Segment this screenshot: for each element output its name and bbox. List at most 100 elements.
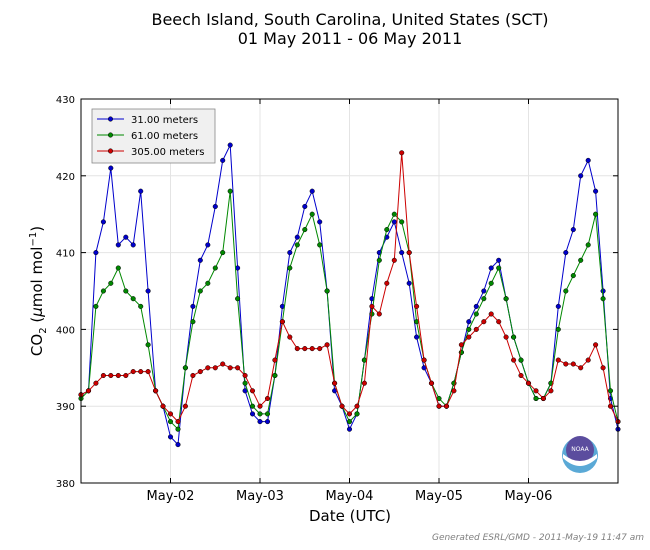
data-point xyxy=(272,372,278,379)
data-point xyxy=(346,419,353,425)
data-point xyxy=(466,334,472,340)
data-point xyxy=(93,250,99,256)
data-point xyxy=(309,211,315,217)
data-point xyxy=(481,288,487,294)
x-axis-label: Date (UTC) xyxy=(309,507,391,525)
data-point xyxy=(287,250,293,256)
x-tick-label: May-04 xyxy=(326,489,374,504)
legend-marker xyxy=(107,132,114,138)
data-point xyxy=(414,334,420,340)
data-point xyxy=(585,157,591,163)
data-point xyxy=(548,388,554,394)
data-point xyxy=(436,403,442,409)
noaa-logo: NOAA xyxy=(562,436,598,473)
data-point xyxy=(93,303,99,309)
data-point xyxy=(257,411,263,417)
data-point xyxy=(175,442,181,448)
data-point xyxy=(473,326,479,332)
data-point xyxy=(242,380,248,386)
data-point xyxy=(294,346,300,352)
data-point xyxy=(100,288,106,294)
data-point xyxy=(555,357,561,363)
data-point xyxy=(563,288,569,294)
data-point xyxy=(93,380,99,386)
data-point xyxy=(302,203,308,210)
data-point xyxy=(600,288,606,294)
data-point xyxy=(496,319,502,325)
data-point xyxy=(130,296,136,302)
data-point xyxy=(167,411,174,417)
data-point xyxy=(563,250,569,256)
data-point xyxy=(414,303,420,309)
y-axis-label: CO2 (μmol mol−1) xyxy=(28,226,49,356)
data-point xyxy=(287,265,293,271)
data-point xyxy=(205,280,211,286)
data-point xyxy=(100,219,106,225)
y-axis-label-close: ) xyxy=(28,226,46,232)
data-point xyxy=(190,372,196,379)
x-tick-label: May-06 xyxy=(505,489,553,504)
data-point xyxy=(339,403,345,409)
chart-title-line1: Beech Island, South Carolina, United Sta… xyxy=(151,10,549,29)
data-point xyxy=(145,288,151,294)
data-point xyxy=(421,357,427,363)
y-tick-label: 430 xyxy=(56,95,75,106)
noaa-logo-inner xyxy=(566,436,594,464)
data-point xyxy=(384,280,390,286)
data-point xyxy=(294,242,300,248)
data-point xyxy=(123,288,129,294)
data-point xyxy=(123,372,129,379)
data-point xyxy=(570,227,576,233)
data-point xyxy=(369,303,375,309)
data-point xyxy=(115,265,121,271)
data-point xyxy=(391,257,397,263)
data-point xyxy=(399,150,405,156)
data-point xyxy=(197,369,203,375)
data-point xyxy=(272,357,278,363)
data-point xyxy=(332,380,338,386)
data-point xyxy=(600,296,606,302)
data-point xyxy=(138,369,144,375)
data-point xyxy=(481,319,487,325)
data-point xyxy=(302,227,308,233)
chart-title-line2: 01 May 2011 - 06 May 2011 xyxy=(237,29,463,48)
data-point xyxy=(324,342,330,348)
legend-label: 305.00 meters xyxy=(131,147,204,158)
data-point xyxy=(190,319,196,325)
data-point xyxy=(503,334,509,340)
axis-ticks: 380 390 400 410 420 430 May-02 May-03 May-04 May-… xyxy=(56,95,618,504)
y-axis-label-unit: mol mol xyxy=(28,247,46,308)
data-point xyxy=(578,173,584,179)
data-point xyxy=(496,265,502,271)
data-point xyxy=(443,403,450,409)
data-point xyxy=(249,411,256,417)
data-point xyxy=(108,372,114,379)
y-tick-label: 410 xyxy=(56,249,75,260)
x-tick-label: May-02 xyxy=(147,489,195,504)
data-point xyxy=(399,250,405,256)
data-point xyxy=(451,388,457,394)
data-point xyxy=(488,265,494,271)
generated-footer: Generated ESRL/GMD - 2011-May-19 11:47 a… xyxy=(431,533,644,543)
series-3 xyxy=(78,150,621,425)
y-axis-label-co: CO xyxy=(28,334,46,356)
data-point xyxy=(85,388,92,394)
data-point xyxy=(324,288,330,294)
data-point xyxy=(123,234,129,240)
data-point xyxy=(428,380,435,386)
data-point xyxy=(525,380,532,386)
data-point xyxy=(205,242,211,248)
data-point xyxy=(160,403,166,409)
data-point xyxy=(406,280,412,286)
data-point xyxy=(145,369,151,375)
data-point xyxy=(555,326,561,332)
data-point xyxy=(220,361,226,367)
data-point xyxy=(406,250,412,256)
data-point xyxy=(235,365,241,371)
data-point xyxy=(182,365,188,371)
y-axis-label-mu: μ xyxy=(28,307,46,318)
data-point xyxy=(473,303,479,309)
data-point xyxy=(167,419,174,425)
series-layer xyxy=(78,142,621,448)
data-point xyxy=(227,142,233,148)
